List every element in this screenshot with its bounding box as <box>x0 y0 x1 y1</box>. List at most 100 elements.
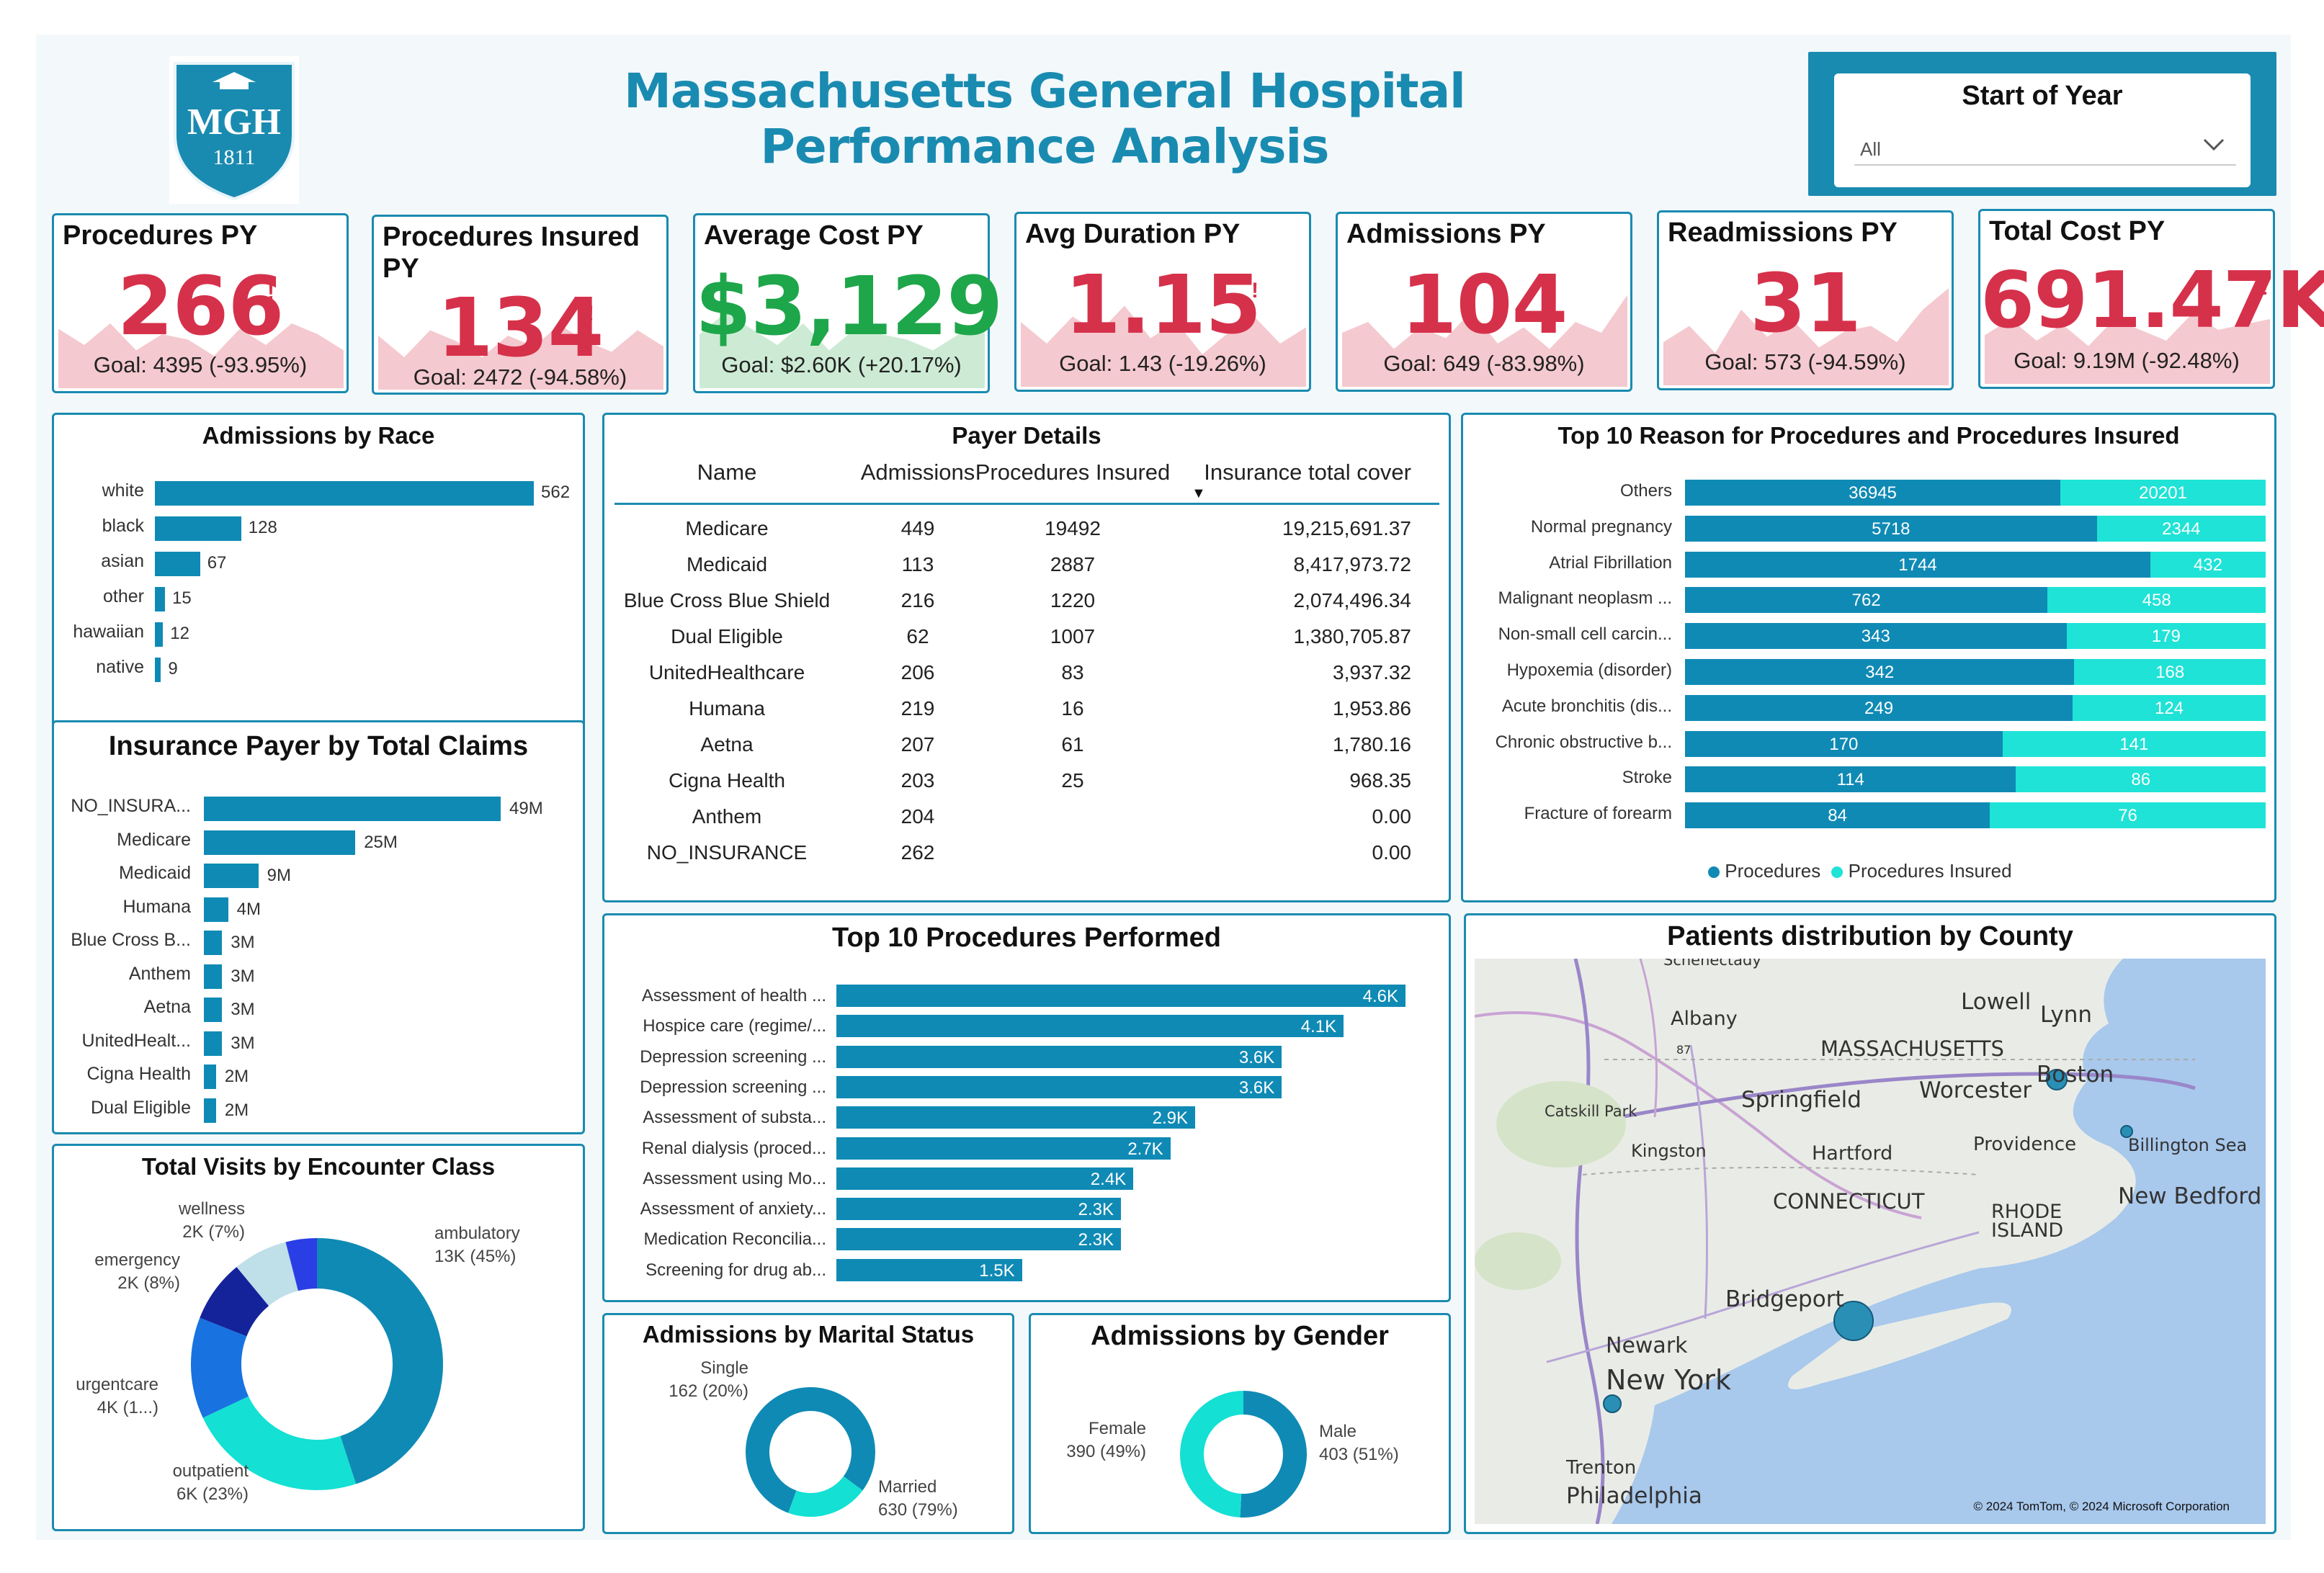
race-bar-label: black <box>102 516 144 536</box>
table-row[interactable]: Aetna 207 61 1,780.16 <box>604 733 1447 766</box>
table-cell: NO_INSURANCE <box>646 841 808 864</box>
table-cell: 2887 <box>1050 553 1096 575</box>
reasons-card: Top 10 Reason for Procedures and Procedu… <box>1461 413 2276 902</box>
claims-bar-label: Dual Eligible <box>91 1097 191 1118</box>
kpi-sparkline <box>58 323 344 388</box>
kpi-card-6: Readmissions PY 31! Goal: 573 (-94.59%) <box>1657 210 1954 390</box>
marital-slice-Married <box>746 1387 875 1513</box>
reason-bar-procedures-value: 114 <box>1836 770 1864 790</box>
table-row[interactable]: Medicare 449 19492 19,215,691.37 <box>604 517 1447 550</box>
encounter-label: ambulatory <box>434 1224 520 1243</box>
table-cell: 968.35 <box>1349 769 1411 792</box>
gender-slice-Male <box>1240 1391 1307 1518</box>
table-row[interactable]: Cigna Health 203 25 968.35 <box>604 769 1447 802</box>
table-cell: Blue Cross Blue Shield <box>623 589 831 611</box>
claims-bar <box>204 1031 223 1056</box>
encounter-sublabel: 13K (45%) <box>434 1247 517 1266</box>
procedure-bar-label: Renal dialysis (proced... <box>641 1138 826 1158</box>
procedure-bar <box>836 1075 1282 1098</box>
reason-bar-insured <box>2073 694 2266 721</box>
procedure-bar-label: Depression screening ... <box>640 1077 826 1097</box>
table-row[interactable]: Humana 219 16 1,953.86 <box>604 697 1447 730</box>
table-cell: Dual Eligible <box>671 625 783 647</box>
top-procedures-title: Top 10 Procedures Performed <box>832 923 1221 953</box>
race-bar <box>155 622 164 647</box>
kpi-value: 691.47K <box>1980 256 2324 346</box>
table-cell: 62 <box>906 625 929 647</box>
encounter-slice-ambulatory <box>317 1238 443 1484</box>
reason-bar-procedures-value: 249 <box>1864 698 1894 718</box>
slicer-dropdown[interactable]: All <box>1854 130 2236 166</box>
table-cell: 113 <box>901 553 934 575</box>
gender-label: Male <box>1319 1422 1357 1441</box>
reason-bar-procedures-value: 36945 <box>1849 483 1897 503</box>
reason-bar-insured <box>2096 515 2266 542</box>
map-place-label: Schenectady <box>1663 959 1761 969</box>
county-map[interactable]: Albany Lowell Lynn MASSACHUSETTS Boston Sprin… <box>1475 959 2266 1524</box>
table-cell: 19,215,691.37 <box>1282 517 1411 539</box>
reason-bar-procedures <box>1685 551 2150 578</box>
slicer-value: All <box>1860 138 1881 160</box>
race-bar <box>155 552 200 576</box>
map-place-label: Hartford <box>1812 1142 1893 1165</box>
reason-bar-procedures-value: 5718 <box>1872 519 1910 539</box>
reason-bar-procedures-value: 343 <box>1861 627 1890 647</box>
procedure-bar-value: 2.9K <box>1152 1108 1189 1129</box>
procedure-bar-label: Hospice care (regime/... <box>643 1016 826 1036</box>
year-slicer: Start of Year All <box>1808 52 2276 196</box>
reason-bar-insured <box>2150 551 2266 578</box>
encounter-label: urgentcare <box>76 1375 158 1394</box>
map-place-label: Bridgeport <box>1725 1286 1844 1312</box>
encounter-slice-wellness <box>236 1242 298 1307</box>
table-row[interactable]: UnitedHealthcare 206 83 3,937.32 <box>604 661 1447 694</box>
table-cell: 19492 <box>1045 517 1101 539</box>
table-header-2: Procedures Insured <box>975 460 1171 485</box>
procedure-bar-value: 1.5K <box>979 1260 1015 1281</box>
table-cell: 25 <box>1061 769 1084 792</box>
claims-bar-label: Humana <box>122 896 192 917</box>
kpi-title: Admissions PY <box>1346 219 1546 249</box>
encounter-sublabel: 6K (23%) <box>176 1484 249 1504</box>
mgh-logo: MGH 1811 <box>169 56 299 204</box>
claims-bar <box>204 1065 216 1089</box>
map-bubble-bristol <box>2120 1125 2133 1138</box>
reason-bar-label: Non-small cell carcin... <box>1498 624 1672 645</box>
map-place-label: Albany <box>1671 1008 1738 1030</box>
reason-bar-insured-value: 2344 <box>2162 519 2201 539</box>
table-row[interactable]: Dual Eligible 62 1007 1,380,705.87 <box>604 625 1447 658</box>
map-place-label: ISLAND <box>1991 1219 2064 1242</box>
reason-bar-procedures <box>1685 802 1990 829</box>
claims-bar-label: UnitedHealt... <box>81 1030 191 1051</box>
table-header-0: Name <box>697 460 757 485</box>
table-row[interactable]: Medicaid 113 2887 8,417,973.72 <box>604 553 1447 586</box>
reason-bar-procedures-value: 342 <box>1865 663 1895 682</box>
map-bubble-boston <box>2046 1069 2068 1090</box>
table-cell: 83 <box>1061 661 1084 684</box>
kpi-value: 1.15 <box>1064 259 1261 352</box>
marital-label: Married <box>878 1477 937 1497</box>
reason-bar-procedures <box>1685 515 2097 542</box>
table-row[interactable]: Anthem 204 0.00 <box>604 805 1447 838</box>
encounter-label: outpatient <box>172 1461 249 1481</box>
procedure-bar-value: 2.3K <box>1078 1200 1114 1220</box>
race-chart-card: Admissions by Race white 562 black 128 asian… <box>52 413 585 745</box>
claims-bar-value: 3M <box>231 966 255 986</box>
claims-bar-label: Medicare <box>117 829 191 850</box>
map-place-label: CONNECTICUT <box>1773 1189 1925 1214</box>
procedure-bar-label: Assessment of anxiety... <box>640 1199 826 1219</box>
table-row[interactable]: Blue Cross Blue Shield 216 1220 2,074,496.3… <box>604 589 1447 622</box>
table-row[interactable]: NO_INSURANCE 262 0.00 <box>604 841 1447 874</box>
reason-bar-label: Hypoxemia (disorder) <box>1506 660 1672 680</box>
payer-table-card: Payer Details Name Admissions Procedures I… <box>602 413 1451 902</box>
encounter-sublabel: 2K (7%) <box>182 1222 245 1242</box>
map-place-label: Philadelphia <box>1566 1483 1702 1509</box>
map-place-label: Trenton <box>1566 1457 1637 1479</box>
table-header-3[interactable]: Insurance total cover <box>1204 460 1411 485</box>
reason-bar-label: Others <box>1619 481 1672 501</box>
procedure-bar-value: 4.1K <box>1300 1017 1337 1037</box>
claims-bar <box>204 931 223 955</box>
sort-desc-icon[interactable]: ▼ <box>1192 485 1206 501</box>
procedure-bar-value: 4.6K <box>1362 987 1398 1006</box>
reason-bar-insured-value: 124 <box>2154 698 2184 718</box>
kpi-spark-area <box>700 313 985 388</box>
